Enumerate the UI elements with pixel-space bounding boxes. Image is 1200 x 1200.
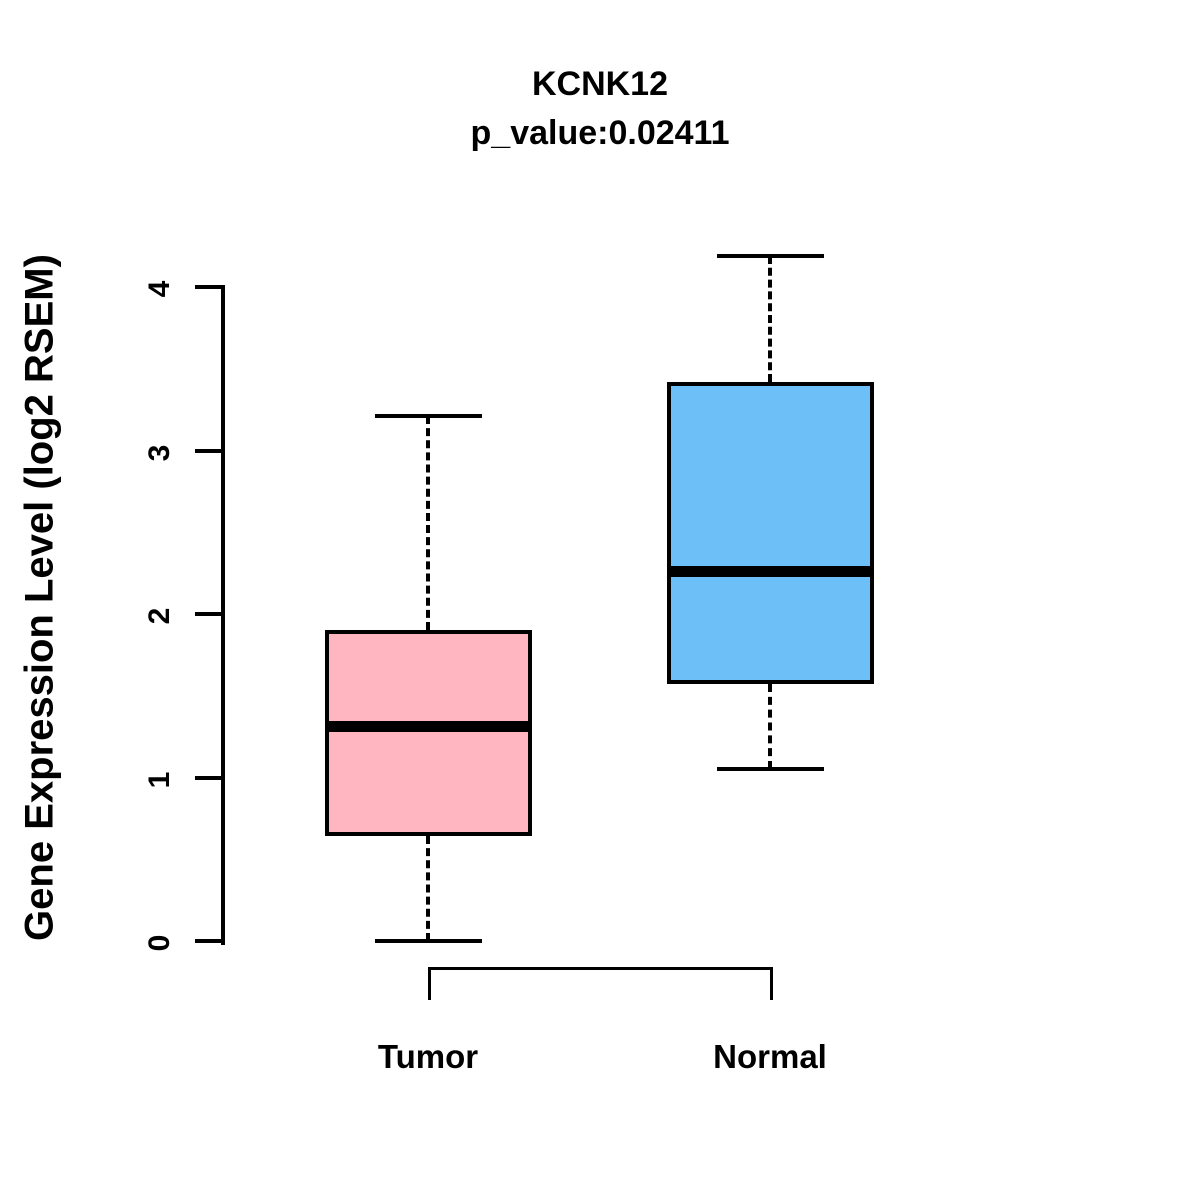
y-axis-spine [221,287,225,945]
y-axis-tick-label-3: 3 [143,444,176,461]
chart-title-gene: KCNK12 [531,65,669,103]
normal-upper-whisker [768,255,772,382]
y-axis-tick-label-4: 4 [143,280,176,298]
x-axis-label-tumor: Tumor [377,1038,479,1075]
tumor-lower-whisker [426,836,430,941]
normal-upper-whisker-cap [716,253,824,258]
x-axis-label-normal: Normal [713,1038,827,1075]
y-axis-tick-0 [195,939,225,943]
y-axis-tick-label-0: 0 [143,934,176,952]
normal-lower-whisker-cap [716,767,824,772]
y-axis-label: Gene Expression Level (log2 RSEM) [17,254,62,941]
tumor-upper-whisker [426,416,430,631]
y-axis-tick-label-2: 2 [143,607,176,625]
tumor-upper-whisker-cap [374,414,482,419]
y-axis-tick-label-1: 1 [143,771,176,788]
x-axis-tick-normal [770,967,773,1000]
chart-title: KCNK12 p_value:0.02411 [0,60,1200,159]
normal-median-line [666,565,874,577]
normal-lower-whisker [768,684,772,770]
y-axis-tick-4 [195,285,225,289]
normal-box [666,381,874,685]
x-axis-line [428,967,773,970]
tumor-median-line [324,721,532,733]
chart-title-pvalue: p_value:0.02411 [470,114,730,153]
tumor-lower-whisker-cap [374,939,482,943]
y-axis-tick-2 [195,612,225,616]
y-axis-tick-1 [195,775,225,780]
y-axis-tick-3 [195,448,225,453]
x-axis-tick-tumor [428,967,431,1000]
tumor-box [324,630,532,837]
